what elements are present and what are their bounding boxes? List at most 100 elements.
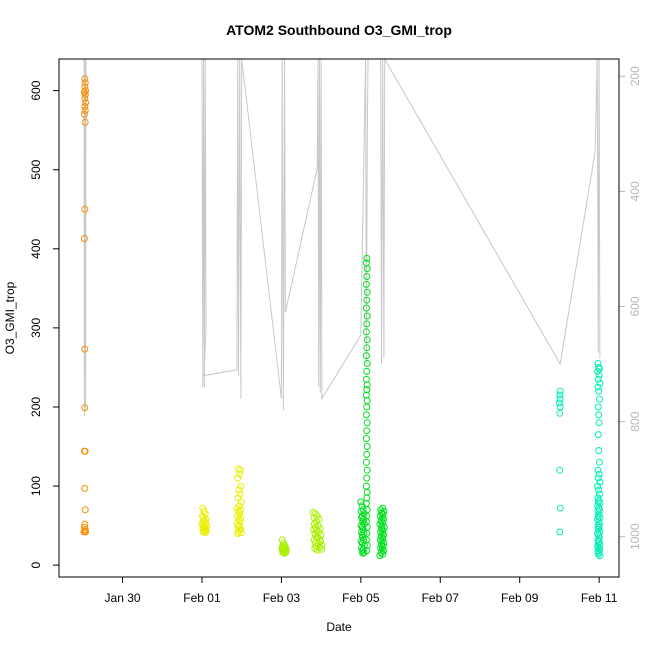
data-point xyxy=(376,552,384,560)
data-point xyxy=(596,395,603,403)
x-tick-label: Feb 07 xyxy=(422,591,460,605)
data-point xyxy=(279,548,287,556)
data-point xyxy=(82,87,90,95)
data-point xyxy=(596,379,604,387)
data-point xyxy=(363,547,371,555)
data-point xyxy=(362,328,370,336)
data-point xyxy=(595,419,603,427)
y-tick-label: 300 xyxy=(29,318,43,338)
data-point xyxy=(81,345,89,353)
data-point xyxy=(81,527,89,535)
data-point xyxy=(378,541,385,549)
data-point xyxy=(363,506,371,514)
data-point xyxy=(378,509,385,517)
data-point xyxy=(237,506,244,514)
data-point xyxy=(363,450,371,458)
data-point xyxy=(594,466,602,474)
data-point xyxy=(318,545,325,553)
data-point xyxy=(377,533,385,541)
data-point xyxy=(237,466,244,474)
data-point xyxy=(363,312,371,320)
data-point xyxy=(81,103,89,110)
data-point xyxy=(363,367,371,375)
data-point xyxy=(596,458,603,466)
data-point xyxy=(363,474,371,482)
x-tick-label: Feb 01 xyxy=(183,591,221,605)
axes-layer: Jan 30 Feb 01 Feb 03 Feb 05 Feb 07 Feb 09 Feb … xyxy=(29,66,642,605)
data-point xyxy=(81,118,89,126)
data-point xyxy=(363,320,371,328)
y-tick-label: 0 xyxy=(29,561,43,568)
y-tick-label: 500 xyxy=(29,159,43,179)
right-tick-label: 1000 xyxy=(628,523,642,550)
data-point xyxy=(80,110,88,118)
data-point xyxy=(594,403,602,411)
data-point xyxy=(363,273,371,280)
data-point xyxy=(81,506,89,514)
data-point xyxy=(281,549,289,557)
data-point xyxy=(595,411,603,419)
x-tick-label: Jan 30 xyxy=(105,591,141,605)
data-point xyxy=(279,549,287,556)
x-tick-label: Feb 05 xyxy=(342,591,380,605)
data-point xyxy=(363,360,371,367)
y-tick-label: 100 xyxy=(29,476,43,496)
data-point xyxy=(357,498,365,506)
data-point xyxy=(233,520,241,528)
data-point xyxy=(377,549,385,556)
data-point xyxy=(363,296,371,304)
data-point xyxy=(81,205,89,213)
data-point xyxy=(556,395,564,403)
data-point xyxy=(596,490,603,498)
data-point xyxy=(313,546,321,554)
data-point xyxy=(359,545,367,553)
data-point xyxy=(363,403,371,411)
data-point xyxy=(236,490,244,498)
data-point xyxy=(80,528,88,536)
data-point xyxy=(378,537,386,545)
y-tick-label: 400 xyxy=(29,238,43,258)
right-tick-label: 600 xyxy=(628,296,642,316)
data-point xyxy=(237,482,245,490)
data-point xyxy=(556,466,564,474)
y-tick-label: 600 xyxy=(29,80,43,100)
data-point xyxy=(362,411,370,419)
data-point xyxy=(594,550,602,558)
data-point xyxy=(556,504,564,512)
data-point xyxy=(81,91,89,99)
data-point xyxy=(81,95,89,102)
data-point xyxy=(594,383,602,391)
data-point xyxy=(378,530,386,537)
data-point xyxy=(556,528,564,536)
data-point xyxy=(81,75,89,83)
data-point xyxy=(363,381,371,389)
data-point xyxy=(362,482,370,490)
data-point xyxy=(237,514,245,522)
data-point xyxy=(362,352,370,360)
x-axis-label: Date xyxy=(326,620,352,634)
data-point xyxy=(377,517,385,525)
data-point xyxy=(236,470,244,478)
data-point xyxy=(594,474,602,482)
data-point xyxy=(81,484,89,492)
x-tick-label: Feb 09 xyxy=(501,591,539,605)
data-point xyxy=(362,458,370,466)
pressure-track-layer xyxy=(83,57,601,416)
data-point xyxy=(378,545,386,553)
data-point xyxy=(556,409,564,417)
data-point xyxy=(363,344,371,352)
data-point xyxy=(378,514,386,522)
data-point xyxy=(81,447,89,455)
data-point xyxy=(82,99,90,106)
plot-frame xyxy=(58,58,620,578)
data-point xyxy=(363,427,371,435)
right-tick-label: 400 xyxy=(628,181,642,201)
data-point xyxy=(595,387,603,395)
data-point xyxy=(81,404,89,412)
data-point xyxy=(378,525,385,533)
data-point xyxy=(596,506,603,514)
data-point xyxy=(237,529,245,537)
data-point xyxy=(234,530,242,537)
data-point xyxy=(202,527,210,535)
